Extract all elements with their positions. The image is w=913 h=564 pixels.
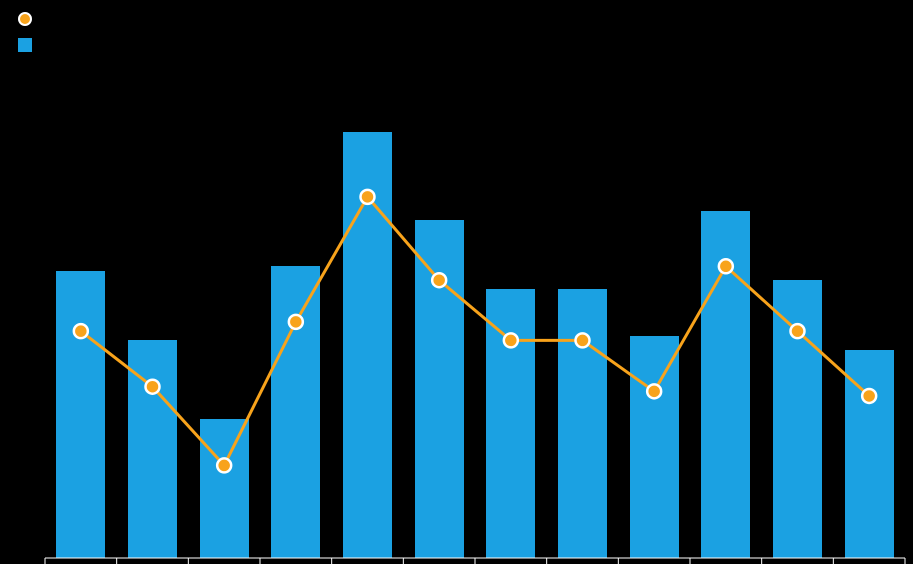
bar — [128, 340, 177, 558]
legend-marker-circle — [18, 12, 32, 26]
bar — [200, 419, 249, 558]
legend — [18, 12, 42, 52]
bar — [271, 266, 320, 558]
legend-marker-square — [18, 38, 32, 52]
bar — [415, 220, 464, 558]
bar — [630, 336, 679, 558]
bar — [558, 289, 607, 558]
bar — [56, 271, 105, 558]
bar — [845, 350, 894, 558]
bar — [486, 289, 535, 558]
bar — [701, 211, 750, 558]
combo-chart — [0, 0, 913, 564]
legend-item-line — [18, 12, 42, 26]
bar — [343, 132, 392, 558]
legend-item-bar — [18, 38, 42, 52]
bar — [773, 280, 822, 558]
plot-area — [45, 95, 905, 558]
